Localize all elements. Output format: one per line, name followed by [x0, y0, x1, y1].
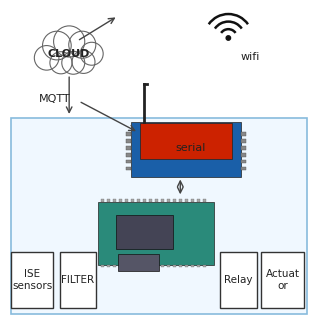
FancyBboxPatch shape [126, 146, 131, 150]
FancyBboxPatch shape [173, 265, 176, 267]
FancyBboxPatch shape [142, 265, 146, 267]
FancyBboxPatch shape [184, 199, 188, 202]
FancyBboxPatch shape [116, 214, 173, 249]
Text: CLOUD: CLOUD [48, 49, 90, 59]
FancyBboxPatch shape [197, 199, 200, 202]
FancyBboxPatch shape [137, 199, 141, 202]
FancyBboxPatch shape [126, 132, 131, 136]
Circle shape [226, 36, 231, 40]
FancyBboxPatch shape [126, 153, 131, 157]
FancyBboxPatch shape [241, 153, 246, 157]
FancyBboxPatch shape [131, 122, 241, 177]
Circle shape [80, 42, 103, 65]
FancyBboxPatch shape [126, 167, 131, 170]
FancyBboxPatch shape [107, 265, 110, 267]
FancyBboxPatch shape [126, 160, 131, 163]
FancyBboxPatch shape [98, 202, 214, 265]
Text: Relay: Relay [224, 275, 253, 285]
Circle shape [72, 50, 95, 73]
FancyBboxPatch shape [60, 252, 96, 307]
FancyBboxPatch shape [161, 199, 164, 202]
FancyBboxPatch shape [190, 265, 194, 267]
FancyBboxPatch shape [203, 265, 206, 267]
FancyBboxPatch shape [241, 146, 246, 150]
FancyBboxPatch shape [142, 199, 146, 202]
FancyBboxPatch shape [131, 199, 135, 202]
FancyBboxPatch shape [11, 252, 53, 307]
FancyBboxPatch shape [140, 123, 232, 159]
FancyBboxPatch shape [107, 199, 110, 202]
FancyBboxPatch shape [173, 199, 176, 202]
FancyBboxPatch shape [125, 265, 128, 267]
FancyBboxPatch shape [101, 265, 105, 267]
FancyBboxPatch shape [241, 160, 246, 163]
FancyBboxPatch shape [161, 265, 164, 267]
Text: MQTT: MQTT [39, 95, 71, 104]
Circle shape [43, 31, 71, 60]
Text: ISE
sensors: ISE sensors [12, 269, 52, 291]
FancyBboxPatch shape [241, 167, 246, 170]
Text: FILTER: FILTER [61, 275, 94, 285]
Text: wifi: wifi [241, 52, 260, 62]
FancyBboxPatch shape [178, 199, 182, 202]
FancyBboxPatch shape [11, 118, 307, 314]
FancyBboxPatch shape [113, 199, 116, 202]
FancyBboxPatch shape [203, 199, 206, 202]
FancyBboxPatch shape [149, 265, 152, 267]
FancyBboxPatch shape [119, 265, 122, 267]
Circle shape [50, 52, 72, 74]
Circle shape [69, 31, 96, 58]
FancyBboxPatch shape [220, 252, 257, 307]
FancyBboxPatch shape [118, 254, 159, 271]
Circle shape [54, 26, 85, 57]
FancyBboxPatch shape [167, 199, 170, 202]
FancyBboxPatch shape [131, 265, 135, 267]
FancyBboxPatch shape [241, 139, 246, 143]
Circle shape [34, 46, 59, 70]
FancyBboxPatch shape [155, 265, 158, 267]
FancyBboxPatch shape [125, 199, 128, 202]
Text: serial: serial [175, 143, 206, 153]
Text: Actuat
or: Actuat or [266, 269, 300, 291]
FancyBboxPatch shape [184, 265, 188, 267]
FancyBboxPatch shape [149, 199, 152, 202]
FancyBboxPatch shape [126, 139, 131, 143]
FancyBboxPatch shape [261, 252, 304, 307]
FancyBboxPatch shape [119, 199, 122, 202]
FancyBboxPatch shape [155, 199, 158, 202]
FancyBboxPatch shape [101, 199, 105, 202]
FancyBboxPatch shape [167, 265, 170, 267]
FancyBboxPatch shape [137, 265, 141, 267]
FancyBboxPatch shape [113, 265, 116, 267]
FancyBboxPatch shape [241, 132, 246, 136]
FancyBboxPatch shape [197, 265, 200, 267]
FancyBboxPatch shape [190, 199, 194, 202]
FancyBboxPatch shape [178, 265, 182, 267]
Circle shape [62, 51, 85, 74]
